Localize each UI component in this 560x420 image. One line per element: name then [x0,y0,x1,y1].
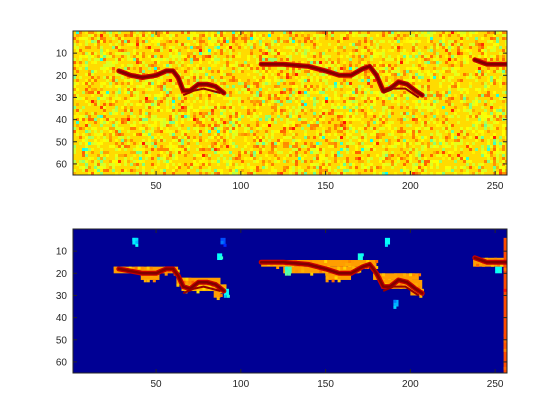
x-tick-label: 150 [317,181,334,192]
track-echo [382,285,420,297]
x-tick-label: 100 [232,181,249,192]
x-tick-label: 250 [487,379,504,390]
heatmap-image [73,31,507,175]
heatmap-region [217,253,223,261]
track-segment [117,267,226,293]
heatmap-region [384,237,391,245]
heatmap-region [261,260,377,267]
y-tick-label: 30 [56,291,68,302]
x-tick-label: 200 [402,181,419,192]
y-tick-label: 20 [56,269,68,280]
y-tick-label: 50 [56,335,68,346]
x-tick-label: 50 [151,379,163,390]
track-segment [259,260,424,295]
heatmap-region [325,273,352,280]
y-tick-label: 60 [56,357,68,368]
track-echo [382,87,420,99]
y-tick-label: 40 [56,313,68,324]
heatmap-noise [73,31,507,175]
heatmap-region [223,288,229,296]
heatmap-region [357,253,363,261]
x-tick-label: 250 [487,181,504,192]
track-segment [117,69,226,95]
axes-box [72,30,508,176]
y-tick-label: 60 [56,159,68,170]
heatmap-region [213,291,221,298]
track-segment [473,58,507,66]
heatmap-region [284,266,292,274]
heatmap-background [73,229,507,373]
track-echo [182,87,221,97]
heatmap-region [503,237,507,373]
heatmap-region [113,266,179,274]
x-tick-label: 150 [317,379,334,390]
bottom-heatmap-panel: 50 100 150 200 250 10 20 30 40 50 60 [56,228,508,390]
y-tick-label: 10 [56,49,68,60]
axes-box [72,228,508,374]
y-tick-label: 30 [56,93,68,104]
x-tick-label: 50 [151,181,163,192]
heatmap-region [393,299,399,307]
y-tick-label: 10 [56,247,68,258]
heatmap-image [73,229,507,373]
top-heatmap-panel: 50 100 150 200 250 10 20 30 40 50 60 [56,30,508,192]
track-segment [473,256,507,264]
x-tick-label: 200 [402,379,419,390]
y-tick-label: 40 [56,115,68,126]
x-tick-label: 100 [232,379,249,390]
heatmap-region [373,273,419,280]
y-tick-label: 20 [56,71,68,82]
track-segment [259,62,424,97]
heatmap-region [132,237,138,245]
heatmap-region [140,273,160,280]
track-echo [182,285,221,295]
y-tick-label: 50 [56,137,68,148]
